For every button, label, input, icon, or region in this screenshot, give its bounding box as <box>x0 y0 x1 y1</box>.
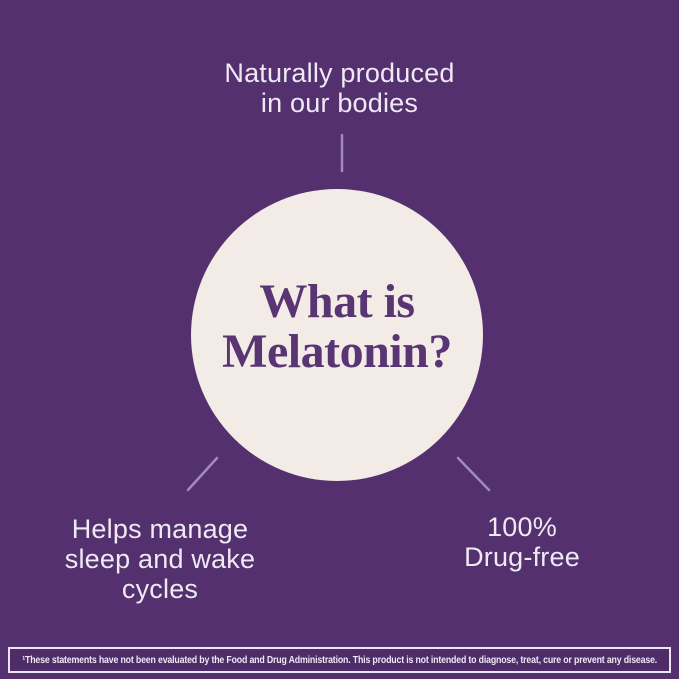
disclaimer-text: ¹These statements have not been evaluate… <box>22 654 657 666</box>
bottom-right-label: 100% Drug-free <box>464 512 580 572</box>
center-circle: What is Melatonin? <box>191 189 483 481</box>
disclaimer-bar: ¹These statements have not been evaluate… <box>8 647 671 673</box>
circle-title: What is Melatonin? <box>222 275 452 378</box>
top-label: Naturally produced in our bodies <box>224 58 455 118</box>
left-connector-line <box>186 456 219 492</box>
bottom-left-label: Helps manage sleep and wake cycles <box>64 514 256 604</box>
right-connector-line <box>456 456 491 492</box>
